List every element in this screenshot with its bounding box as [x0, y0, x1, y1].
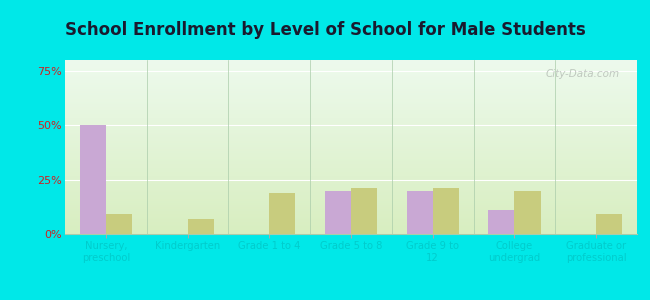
Bar: [514, 190, 541, 234]
Bar: [351, 188, 377, 234]
Bar: [269, 193, 296, 234]
Bar: [106, 214, 132, 234]
Bar: [433, 188, 459, 234]
Bar: [488, 210, 514, 234]
Text: School Enrollment by Level of School for Male Students: School Enrollment by Level of School for…: [64, 21, 586, 39]
Bar: [596, 214, 622, 234]
Text: City-Data.com: City-Data.com: [546, 69, 620, 79]
Bar: [188, 219, 214, 234]
Bar: [80, 125, 106, 234]
Bar: [406, 190, 433, 234]
Bar: [325, 190, 351, 234]
